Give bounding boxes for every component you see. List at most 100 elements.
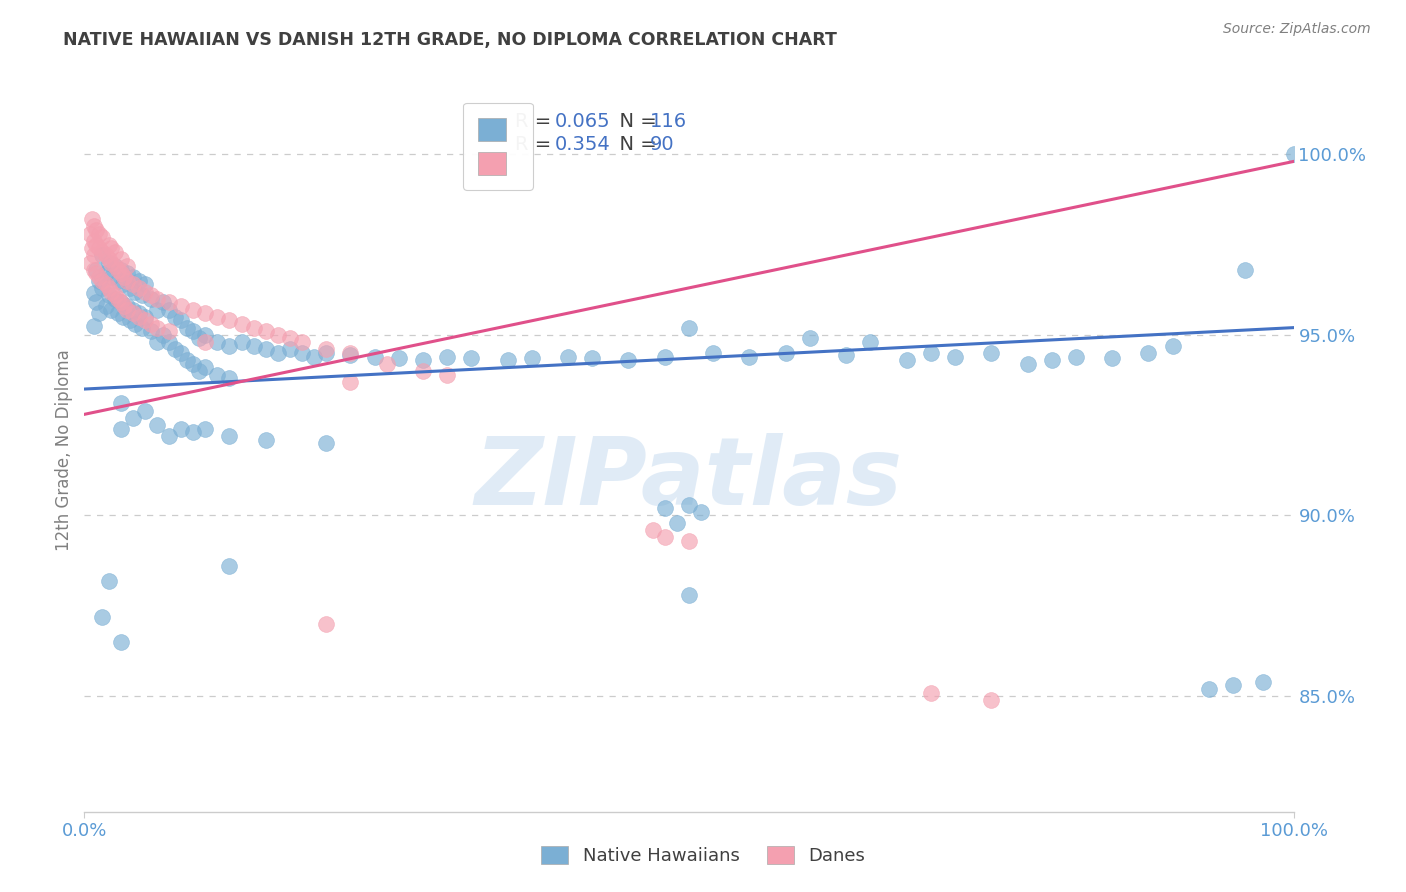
Point (617, 353, 640, 368)
Point (128, 281, 150, 295)
Point (146, 320, 169, 334)
Point (678, 533, 700, 548)
Point (218, 313, 240, 327)
Point (654, 350, 676, 364)
Point (115, 299, 138, 313)
Point (128, 310, 150, 324)
Point (121, 277, 143, 292)
Point (94, 267, 117, 281)
Point (194, 334, 217, 349)
Point (339, 348, 361, 362)
Point (194, 306, 217, 320)
Point (520, 351, 543, 366)
Point (91, 274, 114, 288)
Point (1137, 346, 1160, 360)
Point (218, 339, 240, 353)
Point (157, 334, 180, 349)
Point (83, 248, 105, 262)
Point (134, 277, 156, 292)
Point (107, 262, 129, 277)
Point (124, 285, 146, 299)
Point (91, 609, 114, 624)
Point (388, 351, 411, 366)
Point (436, 350, 458, 364)
Point (94, 248, 117, 262)
Point (690, 505, 713, 519)
Point (231, 334, 253, 349)
Text: 0.065: 0.065 (555, 112, 610, 131)
Point (139, 292, 162, 306)
Point (112, 270, 135, 285)
Point (120, 313, 142, 327)
Point (157, 324, 180, 338)
Point (1222, 678, 1244, 692)
Point (121, 306, 143, 320)
Point (1282, 147, 1305, 161)
Point (120, 281, 142, 295)
Point (86, 267, 108, 281)
Point (702, 346, 724, 360)
Point (83, 219, 105, 234)
Point (665, 516, 688, 530)
Point (100, 241, 122, 255)
Point (218, 559, 240, 574)
Point (799, 331, 821, 345)
Point (181, 357, 204, 371)
Point (557, 350, 579, 364)
Point (100, 302, 122, 317)
Point (107, 274, 129, 288)
Point (231, 317, 253, 331)
Point (678, 498, 700, 512)
Point (86, 237, 108, 252)
Point (115, 259, 138, 273)
Point (1017, 357, 1039, 371)
Point (1161, 339, 1184, 353)
Point (218, 371, 240, 385)
Point (1198, 681, 1220, 696)
Point (139, 288, 162, 302)
Text: R =: R = (515, 136, 557, 154)
Point (194, 422, 217, 436)
Point (181, 302, 204, 317)
Point (94, 299, 117, 313)
Point (87, 274, 110, 288)
Point (436, 368, 458, 382)
Text: N =: N = (607, 136, 662, 154)
Point (641, 523, 664, 537)
Point (207, 310, 229, 324)
Text: 0.354: 0.354 (555, 136, 610, 154)
Point (315, 436, 337, 450)
Point (83, 234, 105, 248)
Point (91, 230, 114, 244)
Point (146, 302, 169, 317)
Point (131, 288, 153, 302)
Point (678, 320, 700, 334)
Point (363, 350, 385, 364)
Point (678, 588, 700, 602)
Point (97, 574, 120, 588)
Point (194, 360, 217, 375)
Text: Source: ZipAtlas.com: Source: ZipAtlas.com (1223, 22, 1371, 37)
Point (97, 281, 120, 295)
Point (112, 277, 135, 292)
Point (1234, 262, 1257, 277)
Point (267, 327, 290, 342)
Point (112, 310, 135, 324)
Point (97, 237, 120, 252)
Point (146, 292, 169, 306)
Point (87, 227, 110, 241)
Point (176, 353, 198, 368)
Point (654, 530, 676, 544)
Point (188, 364, 211, 378)
Point (254, 343, 277, 357)
Point (110, 422, 132, 436)
Point (128, 306, 150, 320)
Y-axis label: 12th Grade, No Diploma: 12th Grade, No Diploma (55, 350, 73, 551)
Point (278, 343, 301, 357)
Text: 116: 116 (650, 112, 688, 131)
Point (83, 286, 105, 301)
Point (115, 302, 138, 317)
Point (91, 281, 114, 295)
Point (1101, 351, 1123, 366)
Point (104, 259, 127, 273)
